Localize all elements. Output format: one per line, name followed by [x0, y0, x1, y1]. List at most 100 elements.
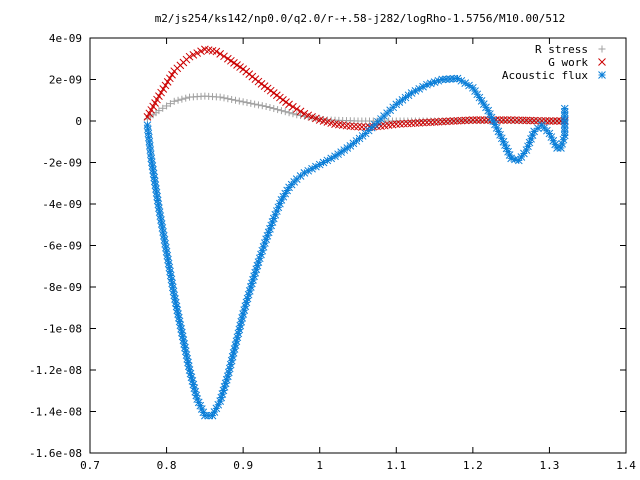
- data-point: [258, 102, 266, 110]
- data-point: [320, 115, 328, 123]
- data-point: [168, 70, 176, 79]
- data-point: [153, 196, 162, 205]
- data-point: [514, 116, 523, 125]
- data-point: [238, 314, 247, 322]
- data-point: [469, 116, 477, 124]
- data-point: [553, 117, 561, 125]
- x-tick-label: 1.1: [386, 459, 406, 472]
- data-point: [231, 96, 239, 104]
- legend-marker: [598, 45, 606, 53]
- data-point: [170, 97, 178, 105]
- data-point: [159, 104, 167, 112]
- data-point: [308, 112, 316, 121]
- data-point: [157, 88, 165, 97]
- data-point: [266, 104, 274, 112]
- data-point: [499, 116, 508, 124]
- y-tick-label: -1.2e-08: [29, 364, 82, 377]
- data-point: [285, 100, 293, 109]
- legend-marker: [598, 58, 606, 66]
- data-point: [216, 50, 225, 58]
- data-point: [560, 104, 569, 113]
- data-point: [522, 116, 531, 125]
- y-tick-label: 4e-09: [49, 32, 82, 45]
- y-tick-label: -1.6e-08: [29, 447, 82, 460]
- data-point: [549, 117, 558, 125]
- x-tick-label: 1.4: [616, 459, 636, 472]
- data-point: [292, 175, 301, 183]
- chart-title: m2/js254/ks142/np0.0/q2.0/r-+.58-j282/lo…: [155, 12, 566, 25]
- data-point: [503, 116, 512, 124]
- data-point: [235, 97, 243, 105]
- data-point: [161, 81, 170, 90]
- data-point: [159, 228, 167, 236]
- x-axis: 0.7 0.8 0.9 1 1.1 1.2 1.3 1.4: [80, 38, 636, 472]
- data-point: [289, 110, 297, 118]
- y-tick-label: -8e-09: [42, 281, 82, 294]
- y-axis: 4e-09 2e-09 0 -2e-09 -4e-09 -6e-09 -8e-09 -1e-0…: [29, 32, 626, 460]
- y-tick-label: -1e-08: [42, 323, 82, 336]
- x-tick-label: 0.7: [80, 459, 100, 472]
- data-point: [228, 95, 236, 103]
- data-point: [472, 116, 481, 124]
- data-point: [526, 116, 535, 125]
- data-point: [220, 94, 228, 102]
- data-point: [180, 340, 189, 348]
- data-point: [251, 100, 259, 108]
- data-point: [545, 117, 554, 125]
- data-point: [553, 144, 561, 152]
- data-point: [163, 102, 171, 110]
- data-point: [277, 107, 285, 115]
- data-point: [274, 106, 282, 114]
- data-point: [357, 123, 366, 131]
- series-g-work: [143, 45, 569, 132]
- data-point: [534, 124, 542, 133]
- data-point: [247, 99, 255, 107]
- y-tick-label: -2e-09: [42, 157, 82, 170]
- data-point: [308, 114, 316, 122]
- data-point: [155, 107, 163, 115]
- x-tick-label: 0.9: [233, 459, 253, 472]
- data-point: [312, 114, 320, 123]
- legend-label: Acoustic flux: [502, 69, 588, 82]
- data-point: [174, 96, 182, 104]
- data-point: [292, 105, 301, 113]
- data-point: [476, 116, 485, 124]
- data-point: [185, 52, 194, 61]
- data-point: [165, 74, 174, 83]
- data-point: [304, 111, 313, 120]
- data-point: [193, 49, 202, 57]
- data-point: [212, 47, 221, 56]
- series-r-stress: [143, 92, 569, 125]
- data-point: [159, 85, 168, 93]
- data-point: [254, 101, 262, 109]
- data-point: [270, 105, 278, 113]
- data-point: [166, 100, 174, 108]
- data-point: [189, 51, 198, 59]
- legend-marker: [598, 71, 606, 79]
- y-tick-label: 0: [75, 115, 82, 128]
- y-tick-label: -1.4e-08: [29, 406, 82, 419]
- data-point: [224, 95, 232, 103]
- data-point: [162, 243, 170, 252]
- legend-label: R stress: [535, 43, 588, 56]
- data-point: [237, 317, 246, 326]
- data-point: [182, 94, 190, 102]
- data-point: [155, 92, 163, 100]
- series-layer: [143, 45, 569, 420]
- data-point: [300, 109, 309, 118]
- data-point: [560, 127, 569, 136]
- data-point: [163, 78, 172, 86]
- data-point: [530, 127, 538, 136]
- data-point: [243, 99, 251, 107]
- data-point: [197, 47, 205, 56]
- data-point: [285, 109, 293, 117]
- legend-label: G work: [548, 56, 588, 69]
- data-point: [296, 107, 305, 116]
- data-point: [289, 102, 297, 111]
- series-acoustic-flux: [143, 74, 569, 420]
- data-point: [511, 116, 519, 124]
- data-point: [547, 133, 556, 141]
- data-point: [239, 98, 247, 106]
